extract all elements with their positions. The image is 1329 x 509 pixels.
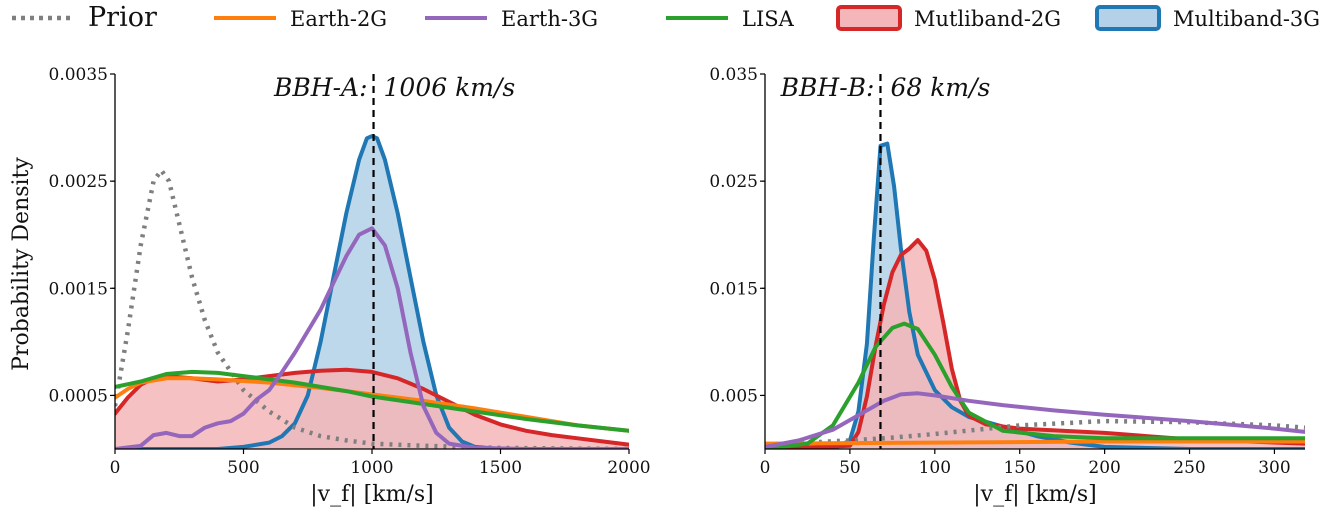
y-tick-label: 0.015 [709,279,758,299]
legend-label: Earth-2G [290,7,387,31]
series-multiband-3g [115,134,629,449]
legend-swatch [836,5,902,31]
series-prior [115,168,629,449]
legend-label: Prior [88,2,157,33]
series-lisa [765,321,1305,449]
x-tick-label: 200 [1088,458,1120,478]
x-tick-label: 500 [227,458,259,478]
x-tick-label: 50 [839,458,861,478]
x-tick-label: 1000 [350,458,393,478]
plot-area [115,134,629,449]
legend-item-earth-2g: Earth-2G [214,7,387,31]
x-tick-label: 300 [1258,458,1290,478]
legend-label: Mutliband-2G [914,7,1061,31]
series-mutliband-2g [765,238,1305,449]
legend-item-earth-3g: Earth-3G [425,7,598,31]
y-tick-label: 0.0035 [49,65,108,85]
x-tick-label: 250 [1173,458,1205,478]
legend-item-multiband-3g: Multiband-3G [1095,5,1320,31]
y-tick-label: 0.025 [709,172,758,192]
annotation-event: BBH-B: [780,73,875,102]
series-earth-2g [765,439,1305,446]
annotation-velocity: 68 km/s [890,73,990,102]
x-tick-label: 100 [919,458,951,478]
x-tick-label: 1500 [479,458,522,478]
x-tick-label: 2000 [607,458,650,478]
y-tick-label: 0.035 [709,65,758,85]
y-tick-label: 0.005 [709,386,758,406]
series-earth-3g [765,391,1305,449]
legend: Prior Earth-2G Earth-3G LISA Mutliband-2G Mul… [12,2,1320,33]
x-axis-label: |v_f| [km/s] [973,482,1096,507]
area-multiband-3g [115,136,629,449]
x-tick-label: 0 [110,458,121,478]
legend-label: LISA [742,7,795,31]
legend-item-lisa: LISA [666,7,795,31]
y-tick-label: 0.0005 [49,386,108,406]
series-lisa [115,369,629,433]
legend-item-mutliband-2g: Mutliband-2G [836,5,1061,31]
plot-area [765,141,1305,449]
x-tick-label: 0 [760,458,771,478]
y-axis-label: Probability Density [9,157,34,371]
legend-item-prior: Prior [12,2,157,33]
legend-swatch [1095,5,1161,31]
y-tick-label: 0.0015 [49,279,108,299]
legend-label: Earth-3G [501,7,598,31]
x-tick-label: 150 [1003,458,1035,478]
annotation-velocity: 1006 km/s [384,73,516,102]
panel-bbh-a: 0 500 1000 1500 2000 0.0005 0.0015 0.0025 0.0035… [49,65,651,507]
series-earth-3g [115,226,629,449]
x-axis-label: |v_f| [km/s] [310,482,433,507]
annotation-event: BBH-A: [273,73,367,102]
area-mutliband-2g [765,240,1305,449]
panel-bbh-b: 0 50 100 150 200 250 300 0.005 0.015 0.025 0.035 |v… [709,65,1305,507]
legend-label: Multiband-3G [1173,7,1320,31]
y-tick-label: 0.0025 [49,172,108,192]
